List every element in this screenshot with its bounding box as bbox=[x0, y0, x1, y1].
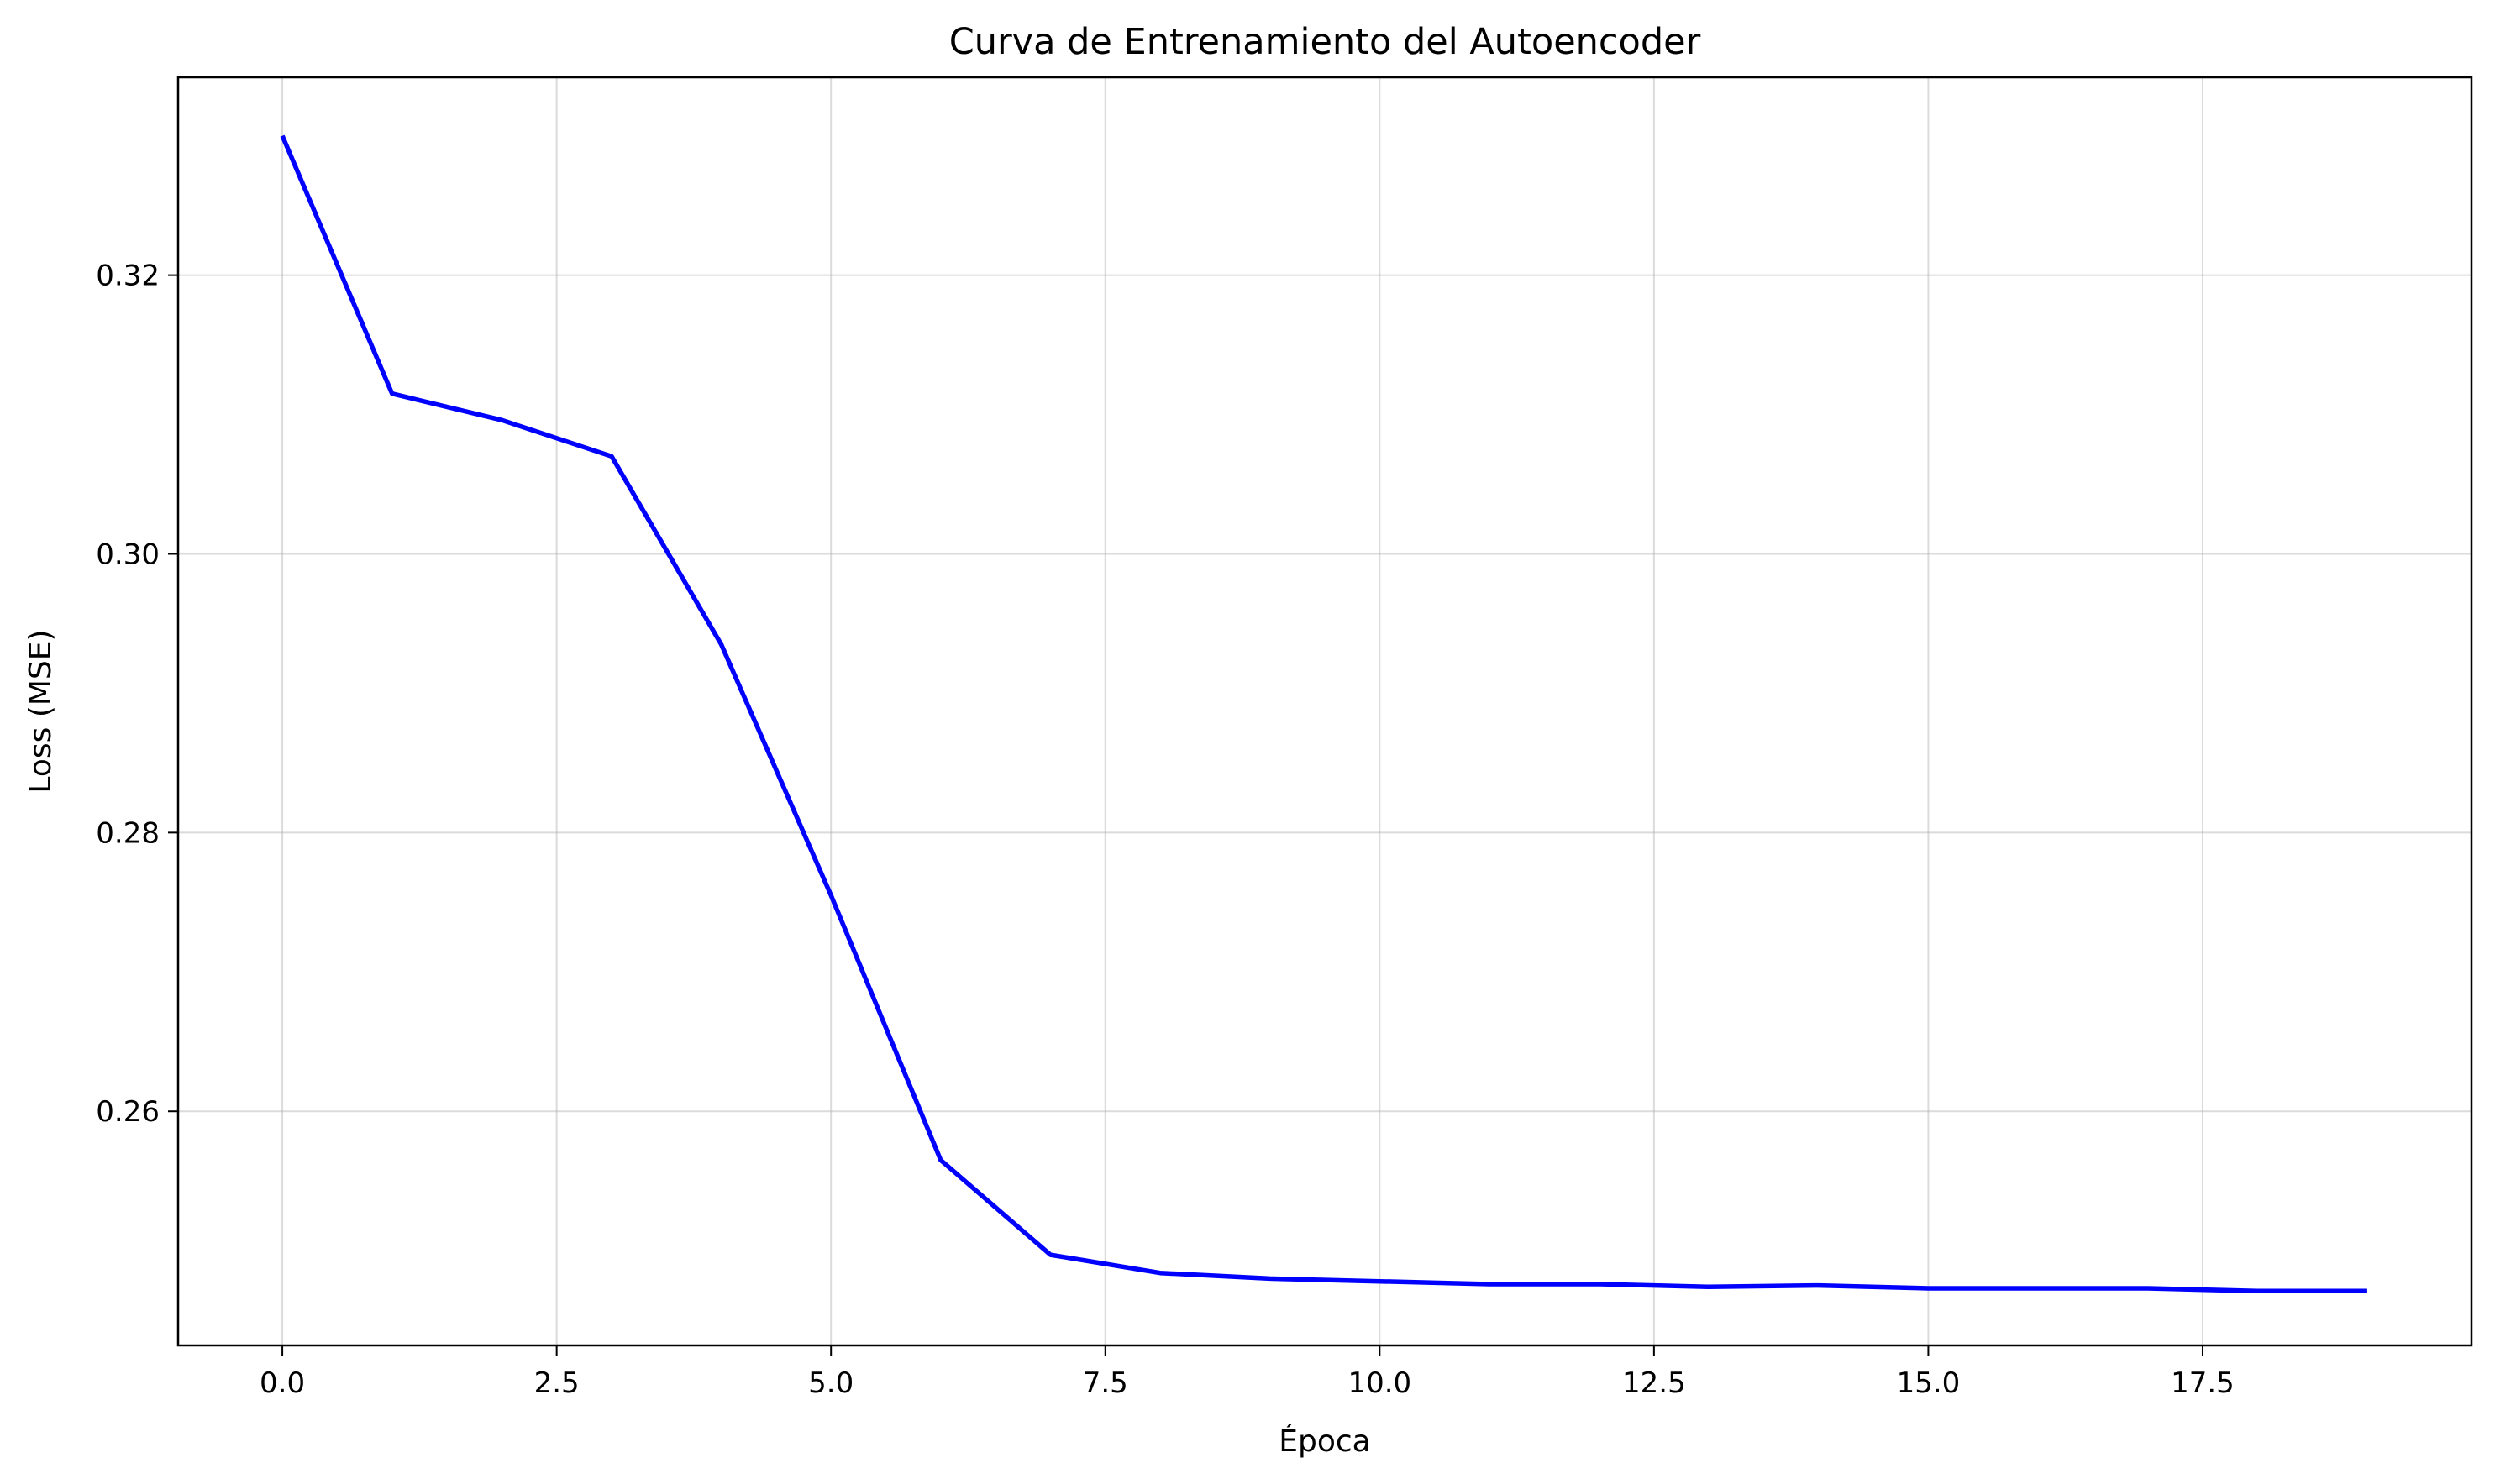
x-tick-label: 12.5 bbox=[1622, 1366, 1686, 1400]
x-tick-label: 7.5 bbox=[1083, 1366, 1128, 1400]
x-tick-label: 5.0 bbox=[808, 1366, 854, 1400]
tick-layer: 0.0 2.5 5.0 7.5 10.0 12.5 15.0 17.5 0.26 0.28 0.30… bbox=[96, 260, 2235, 1400]
y-tick-label: 0.26 bbox=[96, 1095, 160, 1129]
y-tick-label: 0.30 bbox=[96, 537, 160, 571]
x-axis-label: Época bbox=[1279, 1424, 1370, 1459]
grid-layer bbox=[178, 77, 2471, 1345]
loss-series-line bbox=[280, 134, 2367, 1294]
x-tick-label: 10.0 bbox=[1347, 1366, 1411, 1400]
x-tick-label: 2.5 bbox=[534, 1366, 580, 1400]
y-tick-label: 0.32 bbox=[96, 260, 160, 293]
chart-title: Curva de Entrenamiento del Autoencoder bbox=[949, 21, 1701, 63]
series-layer bbox=[280, 134, 2367, 1294]
x-tick-label: 15.0 bbox=[1897, 1366, 1961, 1400]
y-axis-label: Loss (MSE) bbox=[24, 629, 58, 793]
y-tick-label: 0.28 bbox=[96, 816, 160, 850]
x-tick-label: 0.0 bbox=[260, 1366, 305, 1400]
plot-frame bbox=[176, 76, 2473, 1347]
x-tick-label: 17.5 bbox=[2171, 1366, 2235, 1400]
